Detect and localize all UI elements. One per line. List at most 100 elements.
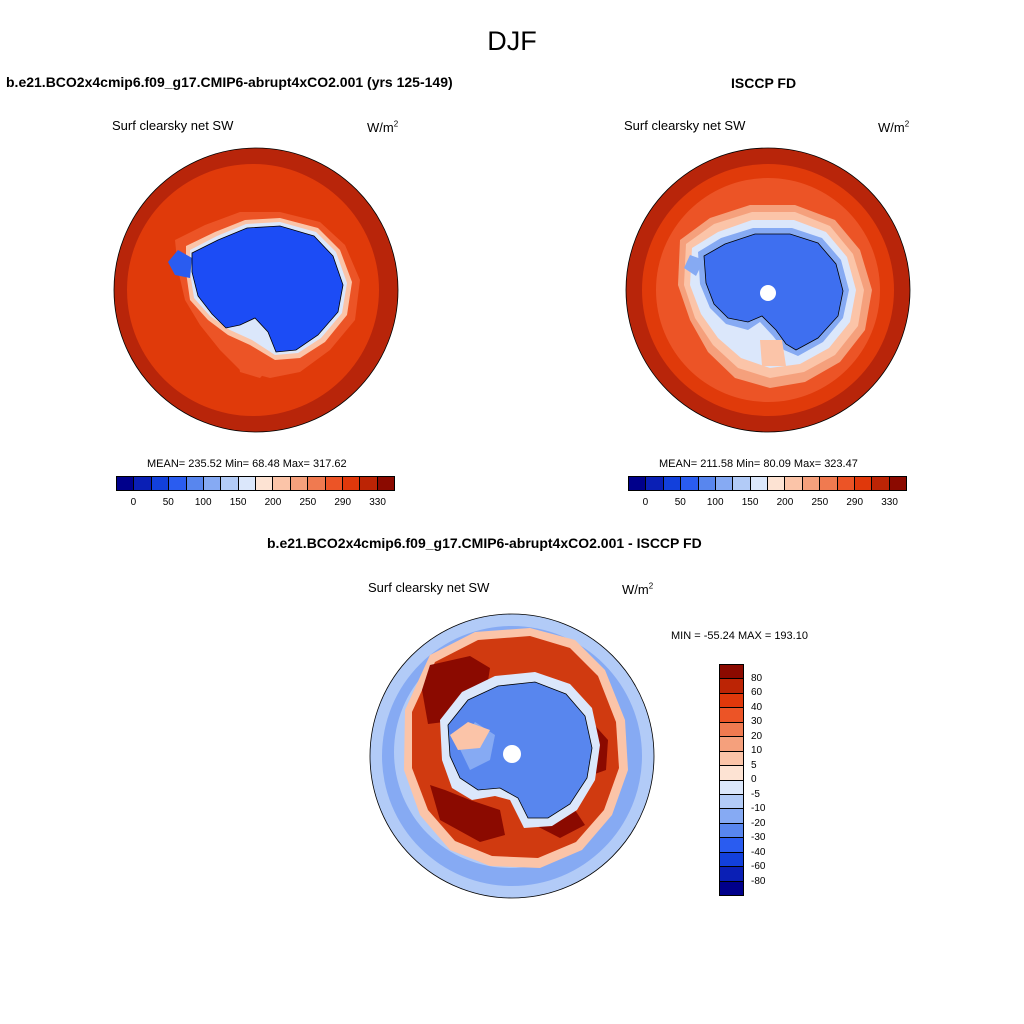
colorbar-tick-label: 250 [811,497,829,508]
colorbar-tick-label: 5 [751,759,757,771]
colorbar-cell [715,477,734,490]
colorbar-cell [837,477,855,490]
panel-3-stats: MIN = -55.24 MAX = 193.10 [671,630,808,642]
panel-2-pole-hole [760,285,776,301]
colorbar-cell [169,477,187,490]
colorbar-cell [802,477,821,490]
colorbar-cell [360,477,378,490]
colorbar-cell [308,477,326,490]
panel-1-variable-label: Surf clearsky net SW [112,118,234,133]
colorbar-cell [720,708,743,723]
colorbar-tick-label: 100 [706,497,724,508]
panel-2-units: W/m2 [878,119,910,135]
colorbar-cell [221,477,239,490]
colorbar-tick-label: 150 [741,497,759,508]
colorbar-cell [720,679,743,694]
colorbar-cell [720,823,743,839]
colorbar-cell [663,477,682,490]
panel-1-case-title: b.e21.BCO2x4cmip6.f09_g17.CMIP6-abrupt4x… [6,74,453,90]
panel-2-stats: MEAN= 211.58 Min= 80.09 Max= 323.47 [659,458,858,470]
colorbar-cell [720,852,743,868]
panel-3-variable-label: Surf clearsky net SW [368,580,490,595]
panel-2-case-title: ISCCP FD [731,75,797,91]
colorbar-cell [889,477,906,490]
colorbar-cell [720,766,743,781]
colorbar-cell [820,477,838,490]
colorbar-tick-label: 0 [642,497,649,508]
colorbar-cell [750,477,768,490]
panel-2-variable-label: Surf clearsky net SW [624,118,746,133]
colorbar-tick-label: 10 [751,745,763,756]
panel-3-case-title: b.e21.BCO2x4cmip6.f09_g17.CMIP6-abrupt4x… [267,535,702,551]
panel-1-stats: MEAN= 235.52 Min= 68.48 Max= 317.62 [147,458,347,470]
panel-2-peninsula [684,255,704,276]
colorbar-cell [698,477,716,490]
colorbar-cell [681,477,699,490]
colorbar-tick-label: 50 [674,497,686,508]
panel-3-peninsula-pale [450,722,490,750]
colorbar-cell [238,477,256,490]
colorbar-tick-label: -20 [751,817,766,829]
panel-1-units: W/m2 [367,119,399,135]
colorbar-cell [151,477,170,490]
colorbar-cell [186,477,204,490]
colorbar-tick-label: 200 [776,497,794,508]
panel-1-antarctica [192,226,343,352]
colorbar-cell [377,477,394,490]
colorbar-tick-label: 290 [334,497,352,508]
colorbar-cell [720,751,743,767]
colorbar-tick-label: 20 [751,730,763,742]
colorbar-tick-label: -60 [751,861,766,872]
colorbar-tick-label: -5 [751,788,760,800]
colorbar-cell [117,477,135,490]
colorbar-tick-label: 60 [751,687,763,698]
panel-3-colorbar [719,664,744,896]
panel-1-coast [191,225,344,353]
colorbar-cell [203,477,222,490]
colorbar-cell [733,477,751,490]
colorbar-tick-label: 100 [194,497,212,508]
colorbar-cell [872,477,890,490]
colorbar-tick-label: 40 [751,701,763,713]
colorbar-cell [342,477,361,490]
colorbar-tick-label: 290 [846,497,864,508]
colorbar-tick-label: 330 [881,497,898,508]
colorbar-tick-label: 0 [751,774,757,785]
colorbar-tick-label: 250 [299,497,317,508]
colorbar-cell [646,477,664,490]
colorbar-tick-label: 50 [162,497,174,508]
colorbar-cell [720,722,743,738]
colorbar-tick-label: -80 [751,875,766,887]
panel-3-dark-wedge-2 [430,785,505,842]
colorbar-tick-label: -30 [751,832,766,843]
panel-2-colorbar [628,476,907,491]
colorbar-tick-label: -10 [751,803,766,814]
colorbar-cell [720,838,743,853]
colorbar-cell [273,477,291,490]
colorbar-cell [325,477,343,490]
colorbar-tick-label: 0 [130,497,137,508]
colorbar-tick-label: 150 [229,497,247,508]
colorbar-cell [785,477,803,490]
colorbar-cell [720,737,743,752]
colorbar-cell [256,477,274,490]
panel-3-pole-hole [503,745,521,763]
colorbar-cell [720,809,743,824]
colorbar-tick-label: 330 [369,497,386,508]
colorbar-cell [629,477,647,490]
figure-title: DJF [487,26,537,56]
colorbar-tick-label: 80 [751,672,763,684]
colorbar-cell [720,881,743,895]
panel-1-colorbar [116,476,395,491]
panel-2-ross-pale [760,340,786,366]
panel-3-coast [447,681,593,819]
colorbar-cell [854,477,873,490]
colorbar-cell [720,665,743,680]
colorbar-cell [134,477,152,490]
colorbar-tick-label: -40 [751,846,766,858]
colorbar-cell [720,867,743,882]
colorbar-cell [720,780,743,795]
